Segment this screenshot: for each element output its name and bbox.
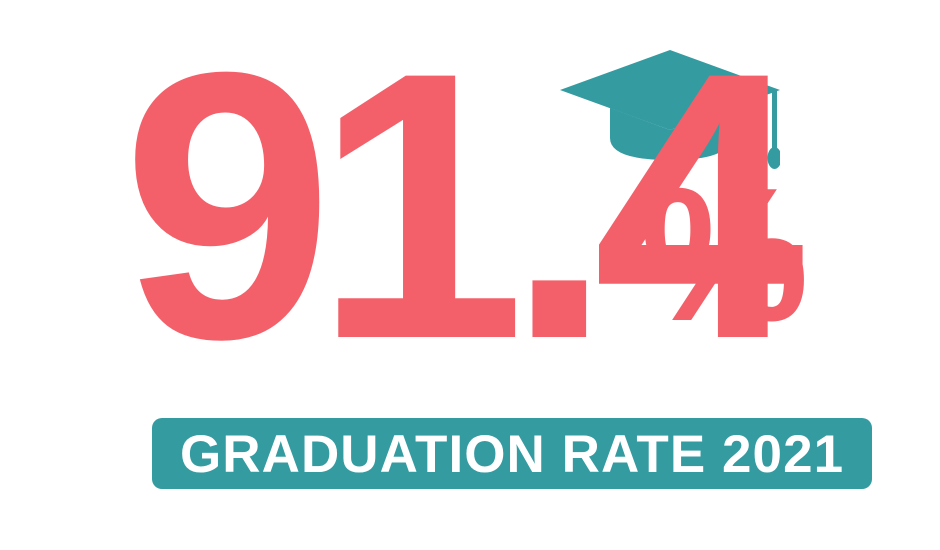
infographic-container: 91.4 % GRADUATION RATE 2021 — [0, 0, 940, 550]
label-bar: GRADUATION RATE 2021 — [152, 418, 872, 489]
percent-symbol: % — [640, 175, 794, 337]
